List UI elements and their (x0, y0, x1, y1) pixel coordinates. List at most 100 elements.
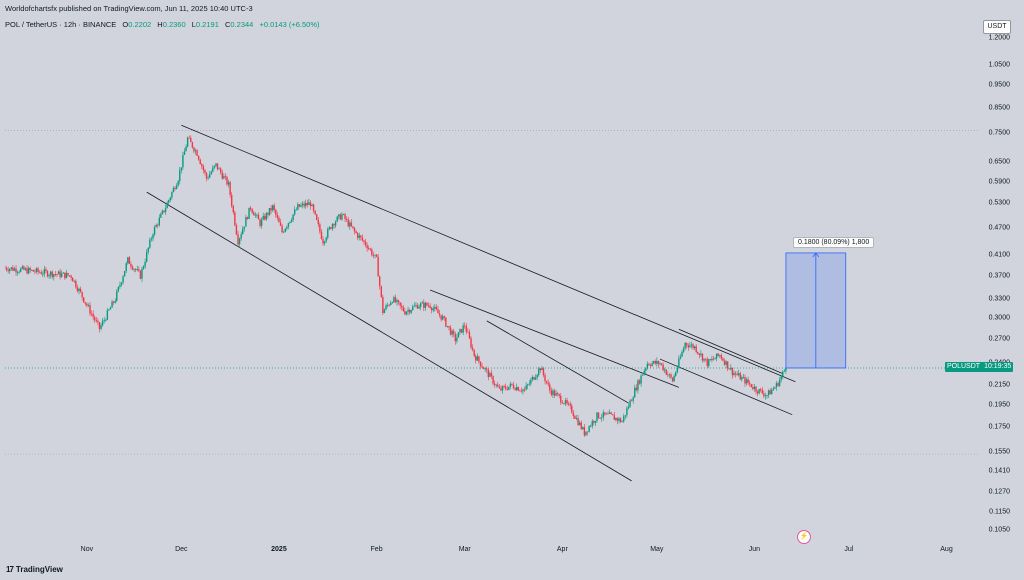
candle-body (312, 204, 315, 211)
price-tick-label: 0.1750 (988, 423, 1010, 431)
candle-body (323, 241, 326, 244)
candle-body (597, 412, 600, 419)
candle-body (271, 205, 274, 211)
candle-body (117, 286, 120, 292)
candle-body (45, 269, 47, 271)
candle-body (246, 217, 249, 219)
candle-body (654, 361, 656, 364)
candle-body (607, 413, 609, 415)
candle-body (284, 228, 286, 232)
candle-body (333, 223, 335, 226)
candle-body (747, 379, 749, 383)
candle-body (128, 257, 131, 265)
candle-body (520, 390, 523, 392)
candle-body (172, 187, 175, 193)
candle-body (26, 268, 28, 274)
candle-body (471, 347, 474, 350)
candle-body (5, 267, 6, 269)
candle-body (777, 383, 779, 386)
candle-body (282, 231, 285, 233)
candle-body (92, 313, 94, 318)
candle-body (157, 224, 159, 226)
candle-body (771, 389, 773, 395)
candle-body (616, 417, 619, 421)
candle-body (489, 373, 491, 377)
candle-body (42, 273, 44, 275)
price-chart[interactable] (5, 30, 978, 540)
candle-body (547, 382, 549, 385)
candle-body (334, 221, 337, 226)
candle-body (619, 418, 622, 422)
candle-body (243, 226, 246, 229)
candle-body (287, 223, 290, 227)
candle-body (336, 216, 338, 222)
candle-body (752, 387, 754, 389)
candle-body (212, 167, 214, 172)
candle-body (459, 329, 461, 333)
candle-body (739, 373, 741, 380)
event-icon[interactable]: ⚡ (797, 530, 811, 544)
candle-body (412, 306, 414, 311)
candle-body (366, 245, 368, 249)
time-tick-label: Apr (556, 546, 568, 553)
candle-body (621, 421, 623, 423)
candle-body (182, 154, 184, 168)
candle-body (81, 291, 83, 298)
candle-body (678, 358, 680, 368)
candle-body (734, 373, 737, 375)
candle-body (34, 271, 36, 273)
candle-body (367, 248, 370, 250)
candle-body (640, 375, 642, 384)
time-tick-label: May (650, 546, 664, 553)
candle-body (421, 302, 423, 304)
candle-body (35, 268, 38, 273)
candle-body (46, 270, 49, 277)
time-tick-label: Feb (370, 546, 383, 553)
candle-body (438, 313, 441, 316)
candle-body (509, 383, 512, 387)
high-value: 0.2360 (162, 20, 186, 29)
candle-body (723, 360, 726, 365)
candle-body (722, 358, 724, 361)
tradingview-logo[interactable]: 17 TradingView (6, 565, 63, 574)
candle-body (155, 224, 157, 228)
symbol-name[interactable]: POL / TetherUS · 12h · BINANCE (5, 20, 117, 29)
candle-body (54, 274, 57, 275)
candle-body (698, 353, 701, 356)
candle-body (386, 304, 389, 306)
candle-body (161, 210, 164, 214)
candle-body (23, 266, 25, 270)
candle-body (741, 377, 743, 380)
candle-body (276, 214, 279, 218)
candle-body (533, 376, 535, 380)
candle-body (108, 309, 110, 311)
price-axis[interactable]: 1.2000 1.0500 0.9500 0.8500 0.7500 0.6500 0.59… (978, 16, 1024, 540)
candle-body (588, 426, 590, 432)
candle-body (375, 254, 378, 257)
candle-body (589, 426, 592, 427)
candle-body (567, 403, 570, 405)
candle-body (780, 376, 782, 380)
candle-body (596, 412, 598, 421)
candle-body (101, 320, 104, 326)
candle-body (671, 377, 674, 382)
candle-body (555, 393, 557, 396)
candle-body (487, 369, 490, 377)
candle-body (522, 389, 524, 392)
candle-body (344, 214, 346, 220)
badge-countdown: 10:19:35 (984, 363, 1012, 370)
candle-body (690, 344, 693, 346)
candle-body (260, 219, 263, 226)
candle-body (144, 261, 146, 267)
channel-1-lower-line (146, 191, 632, 482)
candle-body (163, 210, 165, 213)
candle-body (235, 225, 238, 235)
candle-body (542, 368, 545, 376)
candle-body (465, 326, 468, 332)
currency-button[interactable]: USDT (983, 20, 1011, 34)
candle-body (7, 269, 9, 272)
candle-body (188, 137, 190, 139)
candle-body (142, 266, 145, 269)
candle-body (218, 168, 220, 170)
candle-body (330, 227, 332, 229)
